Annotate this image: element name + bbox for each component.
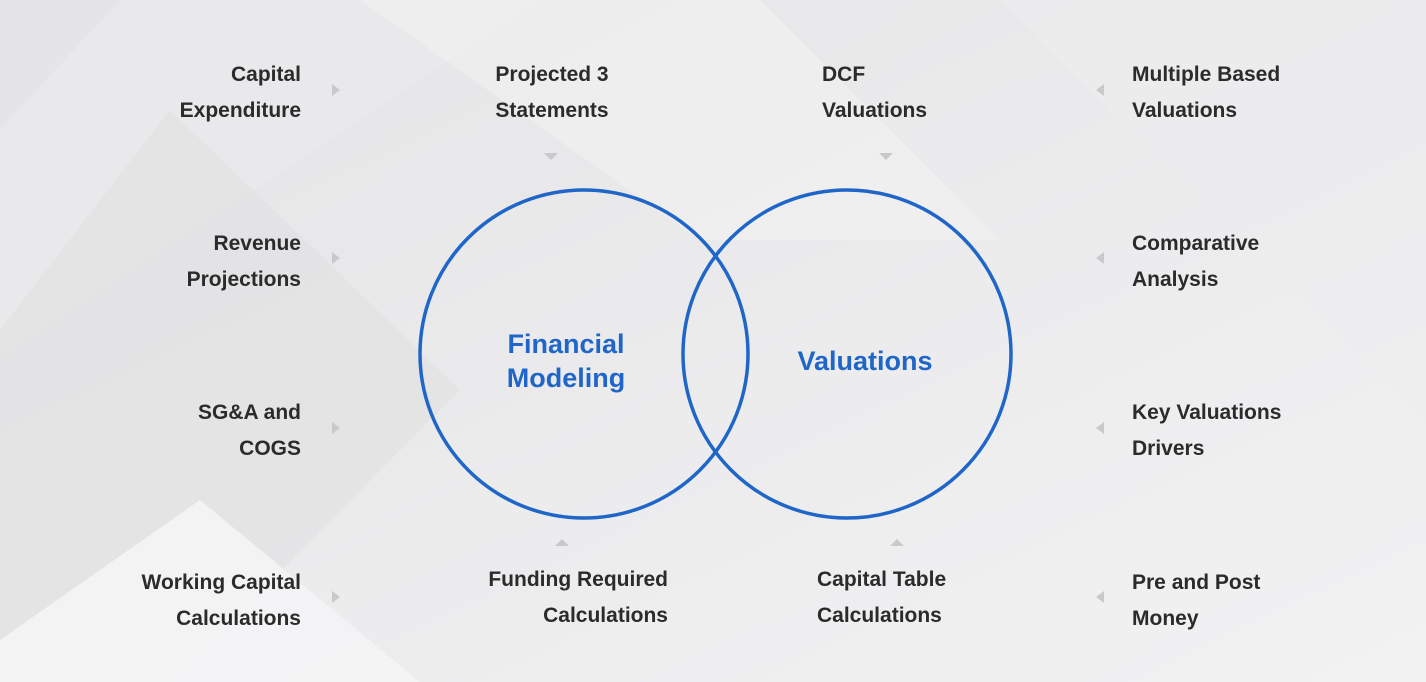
caret-up-icon: [890, 539, 904, 546]
valuations-circle: [681, 188, 1013, 520]
financial-modeling-title: Financial Modeling: [506, 329, 626, 393]
funding-required-label: Funding Required Calculations: [488, 568, 668, 627]
caret-right-icon: [332, 84, 340, 96]
capital-expenditure-label: Capital Expenditure: [179, 63, 301, 122]
caret-right-icon: [332, 591, 340, 603]
caret-down-icon: [879, 153, 893, 160]
caret-left-icon: [1096, 84, 1104, 96]
valuations-title: Valuations: [797, 346, 933, 376]
capital-table-label: Capital Table Calculations: [817, 568, 947, 627]
caret-left-icon: [1096, 591, 1104, 603]
comparative-analysis-label: Comparative Analysis: [1132, 232, 1260, 291]
dcf-valuations-label: DCF Valuations: [822, 63, 928, 122]
projected-statements-label: Projected 3 Statements: [495, 63, 609, 122]
caret-up-icon: [555, 539, 569, 546]
multiple-based-valuations-label: Multiple Based Valuations: [1132, 63, 1281, 122]
caret-left-icon: [1096, 252, 1104, 264]
caret-down-icon: [544, 153, 558, 160]
pre-post-money-label: Pre and Post Money: [1132, 571, 1261, 630]
revenue-projections-label: Revenue Projections: [186, 232, 301, 291]
caret-right-icon: [332, 252, 340, 264]
sga-cogs-label: SG&A and COGS: [197, 401, 301, 460]
working-capital-label: Working Capital Calculations: [141, 571, 301, 630]
caret-right-icon: [332, 422, 340, 434]
key-valuations-drivers-label: Key Valuations Drivers: [1132, 401, 1282, 460]
financial-modeling-circle: [418, 188, 750, 520]
caret-left-icon: [1096, 422, 1104, 434]
